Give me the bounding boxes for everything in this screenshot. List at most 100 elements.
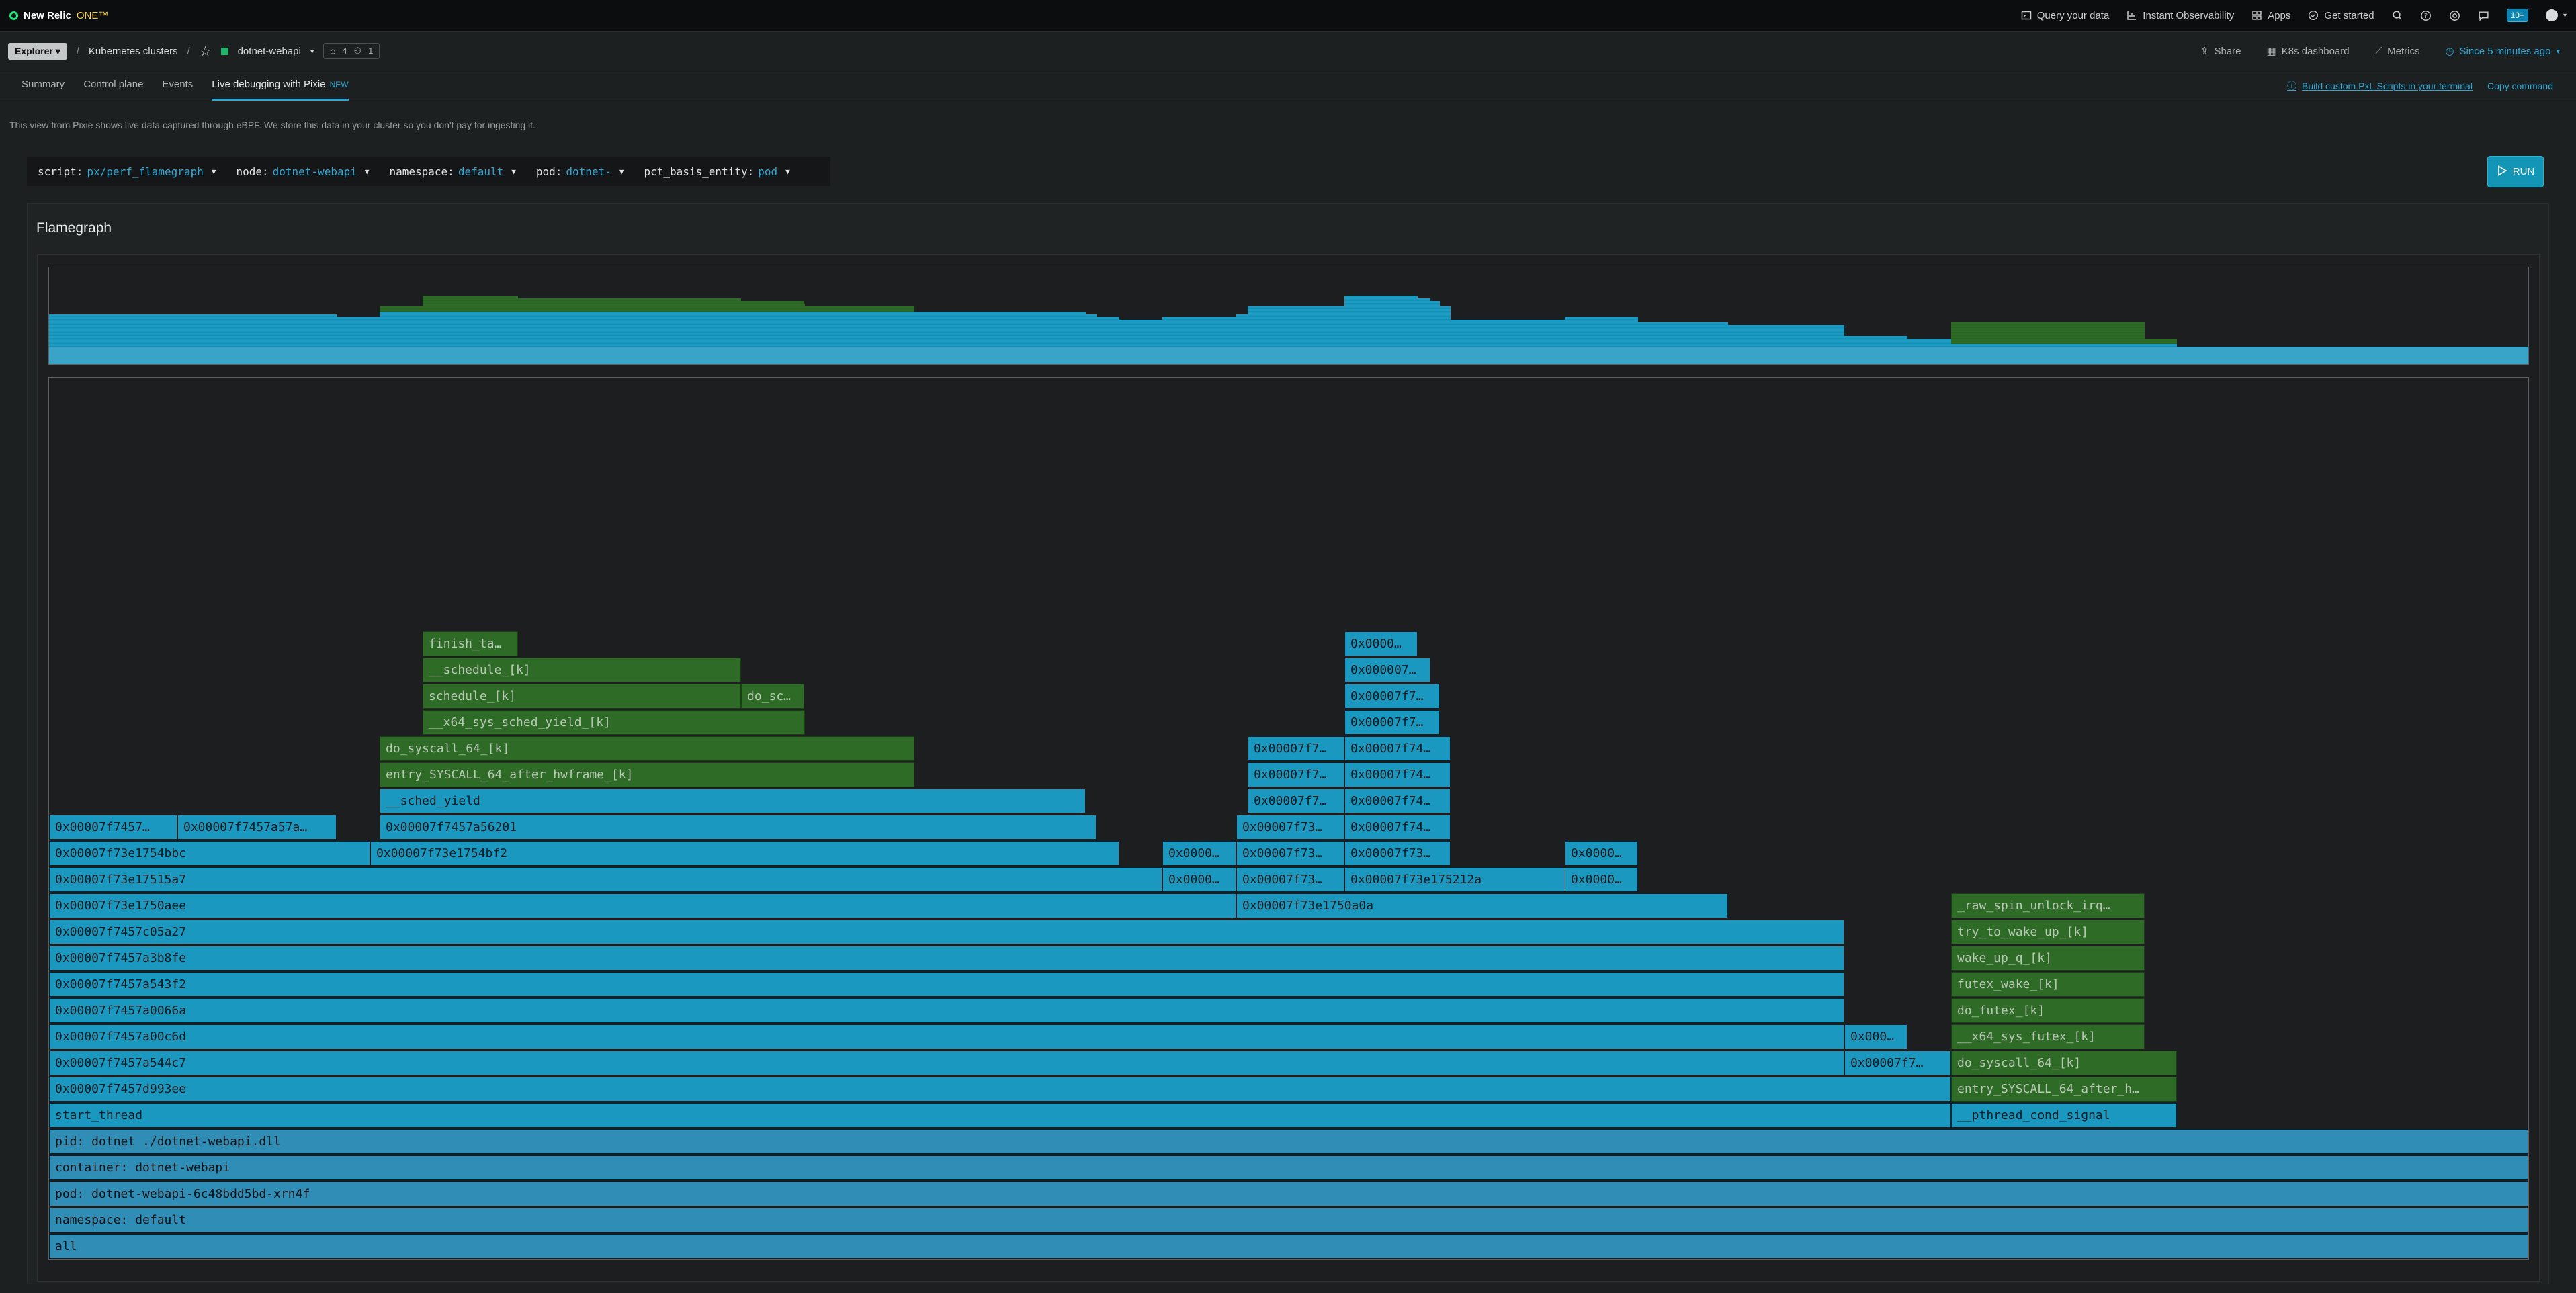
flame-frame[interactable]: __schedule_[k] <box>423 658 741 682</box>
flame-frame[interactable]: 0x00007f7… <box>1248 789 1344 813</box>
flame-frame[interactable]: container: dotnet-webapi <box>49 1155 2528 1180</box>
flame-frame[interactable]: finish_ta… <box>423 631 518 656</box>
flame-frame[interactable]: 0x00007f7457a57a… <box>177 815 337 840</box>
flame-frame[interactable]: 0x00007f7457a56201 <box>380 815 1097 840</box>
flame-frame[interactable]: pod: dotnet-webapi-6c48bdd5bd-xrn4f <box>49 1181 2528 1206</box>
user-menu[interactable]: ▾ <box>2545 9 2567 21</box>
node-selector[interactable]: node: dotnet-webapi ▼ <box>236 165 369 178</box>
flame-frame[interactable]: 0x0000… <box>1344 631 1418 656</box>
run-button[interactable]: RUN <box>2487 156 2544 187</box>
flame-frame[interactable]: __pthread_cond_signal <box>1951 1103 2177 1128</box>
flame-frame[interactable]: 0x00007f7457a00c6d <box>49 1024 1844 1049</box>
flame-frame[interactable]: 0x00007f74… <box>1344 815 1451 840</box>
flame-frame[interactable]: 0x00007f73… <box>1236 841 1344 866</box>
overview-bar <box>380 314 1097 317</box>
flamegraph-overview[interactable] <box>48 267 2529 365</box>
flame-frame[interactable]: 0x00007f73e1750a0a <box>1236 893 1728 918</box>
pct-basis-entity-selector[interactable]: pct_basis_entity: pod ▼ <box>644 165 789 178</box>
flame-frame[interactable]: 0x00007f74… <box>1344 762 1451 787</box>
apps-link[interactable]: Apps <box>2251 10 2290 21</box>
flame-frame[interactable]: 0x00007f7457a543f2 <box>49 972 1844 997</box>
flame-frame[interactable]: 0x00007f7… <box>1248 736 1344 761</box>
search-icon[interactable] <box>2392 10 2403 21</box>
share-button[interactable]: ⇪ Share <box>2200 45 2241 58</box>
flame-frame[interactable]: 0x00007f73e1754bbc <box>49 841 370 866</box>
flame-frame[interactable]: entry_SYSCALL_64_after_h… <box>1951 1077 2177 1102</box>
flame-frame[interactable]: 0x00007f7457c05a27 <box>49 920 1844 944</box>
namespace-selector[interactable]: namespace: default ▼ <box>389 165 515 178</box>
flame-frame[interactable]: 0x00007f73e17515a7 <box>49 867 1162 892</box>
flame-frame[interactable]: 0x0000… <box>1565 841 1638 866</box>
flame-frame[interactable]: __sched_yield <box>380 789 1086 813</box>
flame-frame[interactable]: 0x00007f7… <box>1248 762 1344 787</box>
flame-frame[interactable]: do_syscall_64_[k] <box>380 736 914 761</box>
tab-control-plane[interactable]: Control plane <box>83 79 144 90</box>
new-relic-logo[interactable]: New Relic ONE™ <box>9 8 108 23</box>
flame-frame[interactable]: __x64_sys_sched_yield_[k] <box>423 710 805 735</box>
flame-frame[interactable]: wake_up_q_[k] <box>1951 946 2145 971</box>
flame-frame[interactable]: 0x0000… <box>1162 867 1236 892</box>
query-your-data-link[interactable]: Query your data <box>2021 10 2109 21</box>
new-badge: NEW <box>329 80 349 89</box>
flame-frame[interactable]: try_to_wake_up_[k] <box>1951 920 2145 944</box>
tab-summary[interactable]: Summary <box>22 79 65 90</box>
flame-frame[interactable]: _raw_spin_unlock_irq… <box>1951 893 2145 918</box>
flame-frame[interactable]: schedule_[k] <box>423 684 741 709</box>
support-icon[interactable] <box>2449 10 2460 21</box>
flame-frame[interactable]: futex_wake_[k] <box>1951 972 2145 997</box>
flame-frame[interactable]: 0x00007f7457a3b8fe <box>49 946 1844 971</box>
script-selector[interactable]: script: px/perf_flamegraph ▼ <box>38 165 216 178</box>
time-picker[interactable]: ◷ Since 5 minutes ago ▾ <box>2445 45 2560 58</box>
tags-users-pill[interactable]: ⌂ 4 ⚇ 1 <box>323 43 380 59</box>
flame-frame[interactable]: 0x00007f7457… <box>49 815 177 840</box>
flame-frame[interactable]: all <box>49 1234 2528 1259</box>
tab-live-debugging[interactable]: Live debugging with Pixie NEW <box>212 71 349 101</box>
k8s-dashboard-button[interactable]: ▦ K8s dashboard <box>2267 45 2350 58</box>
flame-frame[interactable]: 0x00007f7457a544c7 <box>49 1051 1844 1075</box>
flame-frame[interactable]: do_sc… <box>741 684 804 709</box>
flame-frame[interactable]: entry_SYSCALL_64_after_hwframe_[k] <box>380 762 914 787</box>
flame-frame[interactable]: 0x00007f73… <box>1236 815 1344 840</box>
flame-frame[interactable]: 0x00007f7457d993ee <box>49 1077 1951 1102</box>
flame-frame[interactable]: 0x00007f73… <box>1344 841 1451 866</box>
overview-bar <box>1844 339 1951 341</box>
flame-frame[interactable]: start_thread <box>49 1103 1951 1128</box>
tab-events[interactable]: Events <box>162 79 194 90</box>
flame-frame[interactable]: do_futex_[k] <box>1951 998 2145 1023</box>
flame-frame[interactable]: 0x00007f7… <box>1844 1051 1951 1075</box>
flame-frame[interactable]: 0x00007f7457a0066a <box>49 998 1844 1023</box>
flame-frame[interactable]: 0x000… <box>1844 1024 1907 1049</box>
flame-frame[interactable]: 0x00007f73e1750aee <box>49 893 1236 918</box>
copy-command-link[interactable]: Copy command <box>2487 81 2553 91</box>
flame-frame[interactable]: 0x0000… <box>1565 867 1638 892</box>
breadcrumb-kubernetes-clusters[interactable]: Kubernetes clusters <box>88 45 178 57</box>
instant-observability-link[interactable]: Instant Observability <box>2127 10 2234 21</box>
star-icon[interactable]: ☆ <box>199 44 212 59</box>
flame-frame[interactable]: 0x00007f73e1754bf2 <box>370 841 1119 866</box>
get-started-link[interactable]: Get started <box>2308 10 2374 21</box>
flame-frame[interactable]: 0x0000… <box>1162 841 1236 866</box>
flame-frame[interactable]: 0x000007… <box>1344 658 1430 682</box>
flame-frame[interactable]: 0x00007f74… <box>1344 736 1451 761</box>
flame-frame[interactable]: 0x00007f7… <box>1344 710 1440 735</box>
flame-frame[interactable]: 0x00007f74… <box>1344 789 1451 813</box>
flame-frame[interactable]: 0x00007f73… <box>1236 867 1344 892</box>
overview-bar <box>49 341 1951 344</box>
pod-selector[interactable]: pod: dotnet- ▼ <box>536 165 624 178</box>
flame-frame[interactable]: 0x00007f73e175212a <box>1344 867 1565 892</box>
explorer-button[interactable]: Explorer ▾ <box>8 42 67 60</box>
flamegraph-main[interactable]: all namespace: default pod: dotnet-webapi-… <box>48 377 2529 1260</box>
flame-frame[interactable]: namespace: default <box>49 1208 2528 1233</box>
metrics-button[interactable]: ⟋ Metrics <box>2375 46 2420 57</box>
notifications-badge[interactable]: 10+ <box>2506 9 2528 22</box>
build-pxl-scripts-link[interactable]: ⓘ Build custom PxL Scripts in your termin… <box>2287 79 2473 93</box>
overview-bar <box>177 314 337 317</box>
flame-frame[interactable]: 0x00007f7… <box>1344 684 1440 709</box>
entity-name[interactable]: dotnet-webapi <box>237 45 301 57</box>
help-icon[interactable]: ? <box>2420 10 2432 21</box>
chevron-down-icon[interactable]: ▾ <box>310 47 314 56</box>
flame-frame[interactable]: pid: dotnet ./dotnet-webapi.dll <box>49 1129 2528 1154</box>
flame-frame[interactable]: __x64_sys_futex_[k] <box>1951 1024 2145 1049</box>
flame-frame[interactable]: do_syscall_64_[k] <box>1951 1051 2177 1075</box>
feedback-icon[interactable] <box>2478 10 2489 21</box>
